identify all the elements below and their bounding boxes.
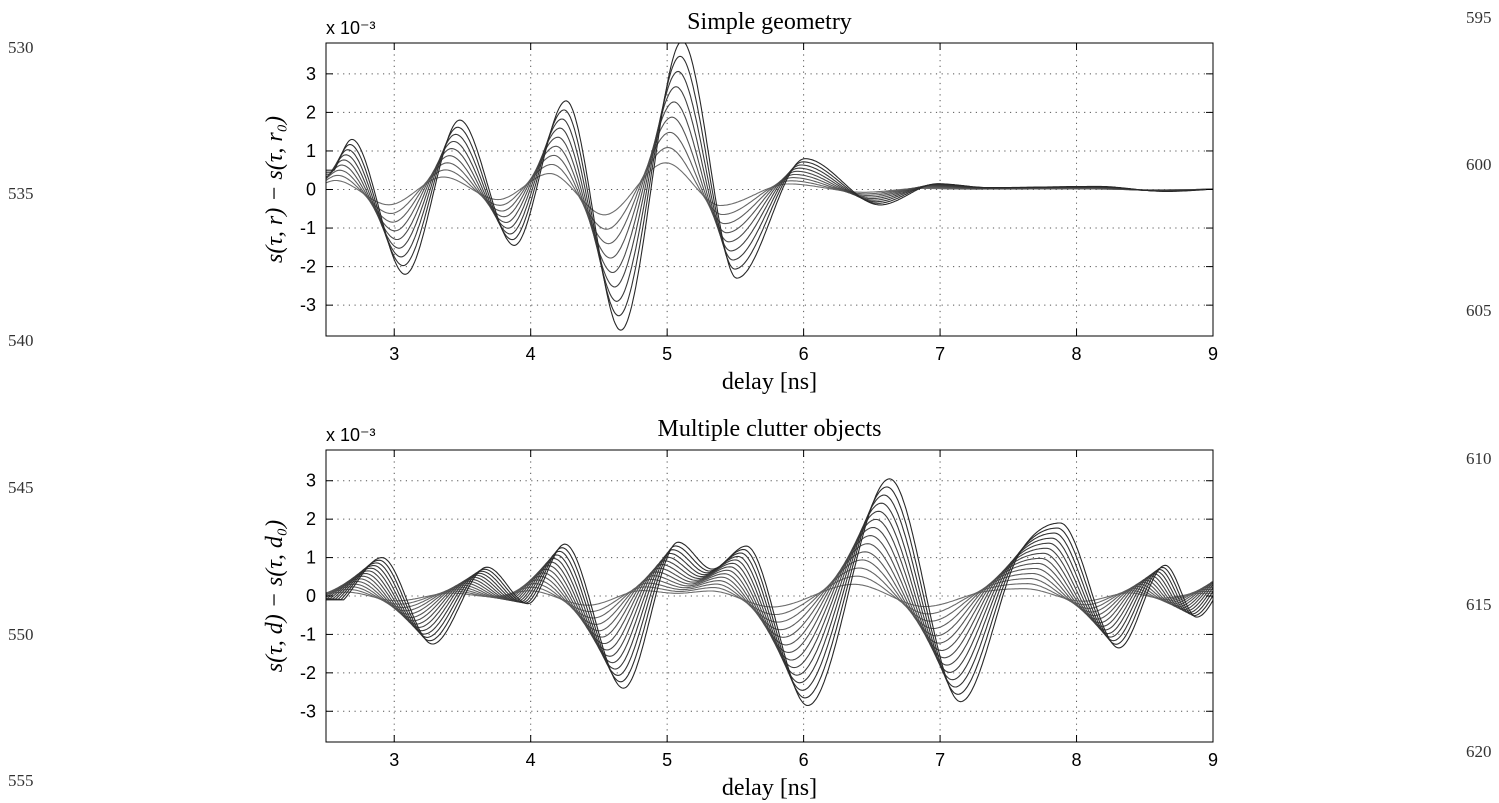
chart-panel-2: 3 4 5 6 7 8 9 -3 -2 -1 0 1 2 3 Multiple clutter object… <box>262 416 1218 801</box>
y-tick-label: -2 <box>300 663 316 683</box>
x-tick-label: 8 <box>1072 344 1082 364</box>
y-tick-label: -3 <box>300 295 316 315</box>
series-line <box>326 494 1213 691</box>
x-tick-label: 4 <box>526 344 536 364</box>
y-tick-label: -3 <box>300 701 316 721</box>
line-number: 610 <box>1466 449 1492 468</box>
x-tick-label: 8 <box>1072 750 1082 770</box>
line-number: 530 <box>8 38 34 57</box>
series-line <box>326 518 1213 669</box>
y-tick-label: 3 <box>306 64 316 84</box>
line-number: 615 <box>1466 595 1492 614</box>
y-axis-label: s(τ, d) − s(τ, d₀) <box>262 520 288 672</box>
y-tick-label: 0 <box>306 180 316 200</box>
chart-panel-1: 3 4 5 6 7 8 9 -3 -2 -1 0 1 2 3 Simple geometry delay [n… <box>262 9 1218 395</box>
line-number: 605 <box>1466 301 1492 320</box>
chart-title: Multiple clutter objects <box>658 416 882 442</box>
x-tick-label: 3 <box>389 344 399 364</box>
x-tick-label: 5 <box>662 750 672 770</box>
chart-title: Simple geometry <box>687 9 852 35</box>
y-tick-label: 0 <box>306 586 316 606</box>
line-number: 595 <box>1466 8 1492 27</box>
y-tick-label: 1 <box>306 548 316 568</box>
x-tick-label: 7 <box>935 750 945 770</box>
y-tick-label: 3 <box>306 471 316 491</box>
series-line <box>326 43 1213 331</box>
line-number: 545 <box>8 478 34 497</box>
y-multiplier-label: x 10⁻³ <box>326 425 376 445</box>
y-tick-label: 2 <box>306 102 316 122</box>
y-tick-label: -2 <box>300 257 316 277</box>
y-tick-label: 2 <box>306 509 316 529</box>
series-group <box>326 478 1213 707</box>
x-tick-label: 9 <box>1208 750 1218 770</box>
line-number: 540 <box>8 331 34 350</box>
series-line <box>326 478 1213 707</box>
line-number: 555 <box>8 771 34 790</box>
y-tick-label: -1 <box>300 218 316 238</box>
x-tick-label: 3 <box>389 750 399 770</box>
x-tick-label: 6 <box>799 344 809 364</box>
x-tick-label: 7 <box>935 344 945 364</box>
line-number: 535 <box>8 184 34 203</box>
line-number: 550 <box>8 625 34 644</box>
x-axis-label: delay [ns] <box>722 369 817 395</box>
y-tick-label: 1 <box>306 141 316 161</box>
x-tick-label: 4 <box>526 750 536 770</box>
y-axis-label: s(τ, r) − s(τ, r₀) <box>262 116 288 263</box>
x-tick-label: 5 <box>662 344 672 364</box>
line-number: 600 <box>1466 155 1492 174</box>
y-tick-label: -1 <box>300 624 316 644</box>
y-multiplier-label: x 10⁻³ <box>326 18 376 38</box>
x-axis-label: delay [ns] <box>722 775 817 801</box>
line-number: 620 <box>1466 742 1492 761</box>
series-group <box>326 43 1213 331</box>
series-line <box>326 486 1213 699</box>
x-tick-label: 6 <box>799 750 809 770</box>
x-tick-label: 9 <box>1208 344 1218 364</box>
